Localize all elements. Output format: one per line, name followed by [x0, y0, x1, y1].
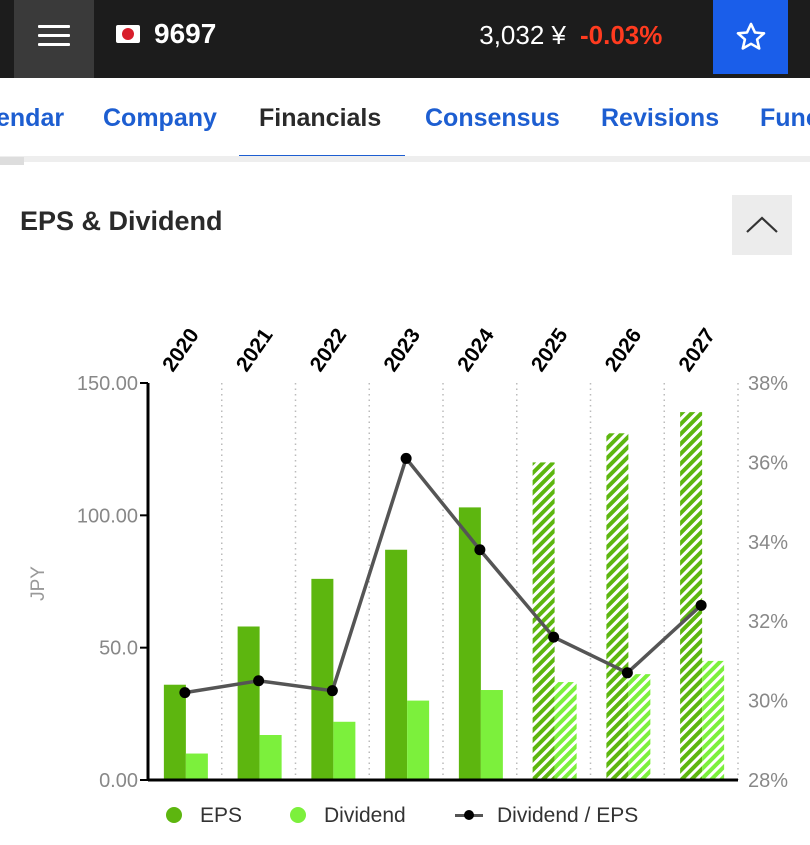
- y-tick-label: 50.0: [99, 638, 138, 660]
- legend-dividend-eps[interactable]: Dividend / EPS: [455, 804, 638, 828]
- eps-bar: [532, 462, 555, 780]
- dividend-bar: [554, 682, 577, 780]
- card-title: EPS & Dividend: [20, 206, 223, 236]
- y2-tick-label: 36%: [748, 452, 788, 474]
- axes: [140, 382, 738, 782]
- y2-tick-label: 34%: [748, 532, 788, 554]
- dividend-bar: [185, 753, 208, 780]
- eps-dividend-chart: 2020 2021 2022 2023 2024 2025 2026 2027 0.00 50.0…: [28, 324, 788, 792]
- tab-company[interactable]: Company: [103, 104, 217, 132]
- dividend-eps-line: [184, 454, 703, 695]
- chevron-up-icon: [746, 216, 778, 233]
- tab-fundamentals[interactable]: Func: [760, 104, 810, 132]
- x-tick-label: 2025: [527, 324, 573, 376]
- dividend-eps-point: [621, 667, 633, 679]
- eps-bar: [237, 626, 260, 780]
- eps-bar: [385, 549, 408, 780]
- dividend-eps-point: [548, 631, 560, 643]
- y2-tick-label: 32%: [748, 611, 788, 633]
- y-tick-label: 0.00: [99, 770, 138, 792]
- x-tick-label: 2020: [158, 324, 204, 375]
- eps-bar: [163, 684, 186, 780]
- eps-bar: [311, 578, 334, 780]
- dividend-bar: [702, 660, 725, 780]
- tabs-scroll-hint: [0, 157, 24, 165]
- x-tick-label: 2024: [453, 324, 499, 376]
- eps-bar: [680, 412, 703, 780]
- y2-tick-label: 28%: [748, 770, 788, 792]
- menu-button[interactable]: [14, 0, 94, 78]
- eps-bar: [458, 507, 481, 780]
- watchlist-star-button[interactable]: [713, 0, 788, 74]
- dividend-eps-point: [326, 685, 338, 697]
- x-tick-label: 2023: [379, 324, 425, 375]
- ratio-line: [179, 452, 707, 699]
- y2-tick-label: 38%: [748, 373, 788, 395]
- dividend-eps-point: [400, 452, 412, 464]
- chart-legend: EPS Dividend Dividend / EPS: [0, 800, 810, 836]
- dividend-bar: [259, 735, 282, 780]
- price-change: -0.03%: [580, 20, 663, 50]
- dividend-bar: [480, 690, 503, 780]
- dividend-eps-point: [474, 544, 486, 556]
- x-tick-label: 2027: [674, 324, 720, 375]
- stock-price: 3,032 ¥: [479, 20, 566, 50]
- japan-flag-icon: [116, 25, 140, 43]
- y-axis-label: JPY: [28, 566, 49, 601]
- tab-consensus[interactable]: Consensus: [425, 104, 560, 132]
- hamburger-icon: [38, 25, 70, 28]
- x-tick-label: 2022: [306, 324, 352, 375]
- collapse-button[interactable]: [732, 195, 792, 255]
- dividend-eps-point: [695, 599, 707, 611]
- y2-tick-label: 30%: [748, 691, 788, 713]
- dividend-bar: [407, 700, 430, 780]
- top-bar: 9697 3,032 ¥ -0.03%: [0, 0, 810, 78]
- tab-financials[interactable]: Financials: [259, 104, 382, 132]
- vertical-gridlines: [221, 383, 739, 780]
- eps-bar: [606, 433, 629, 780]
- section-tabs: endar Company Financials Consensus Revis…: [0, 78, 810, 162]
- x-tick-label: 2021: [232, 324, 278, 376]
- dividend-bar: [628, 674, 651, 780]
- x-tick-label: 2026: [601, 324, 647, 375]
- dividend-eps-point: [179, 687, 191, 699]
- dividend-bar: [333, 721, 356, 780]
- active-tab-indicator: [239, 155, 405, 156]
- y-tick-label: 150.00: [77, 373, 138, 395]
- legend-dividend[interactable]: Dividend: [290, 804, 406, 828]
- ticker-symbol: 9697: [154, 18, 217, 49]
- bars: [163, 412, 725, 780]
- dividend-eps-point: [253, 675, 265, 687]
- y-tick-label: 100.00: [77, 505, 138, 527]
- legend-eps[interactable]: EPS: [166, 804, 242, 828]
- tab-revisions[interactable]: Revisions: [601, 104, 720, 132]
- star-icon: [736, 22, 765, 50]
- tab-calendar[interactable]: endar: [0, 104, 65, 132]
